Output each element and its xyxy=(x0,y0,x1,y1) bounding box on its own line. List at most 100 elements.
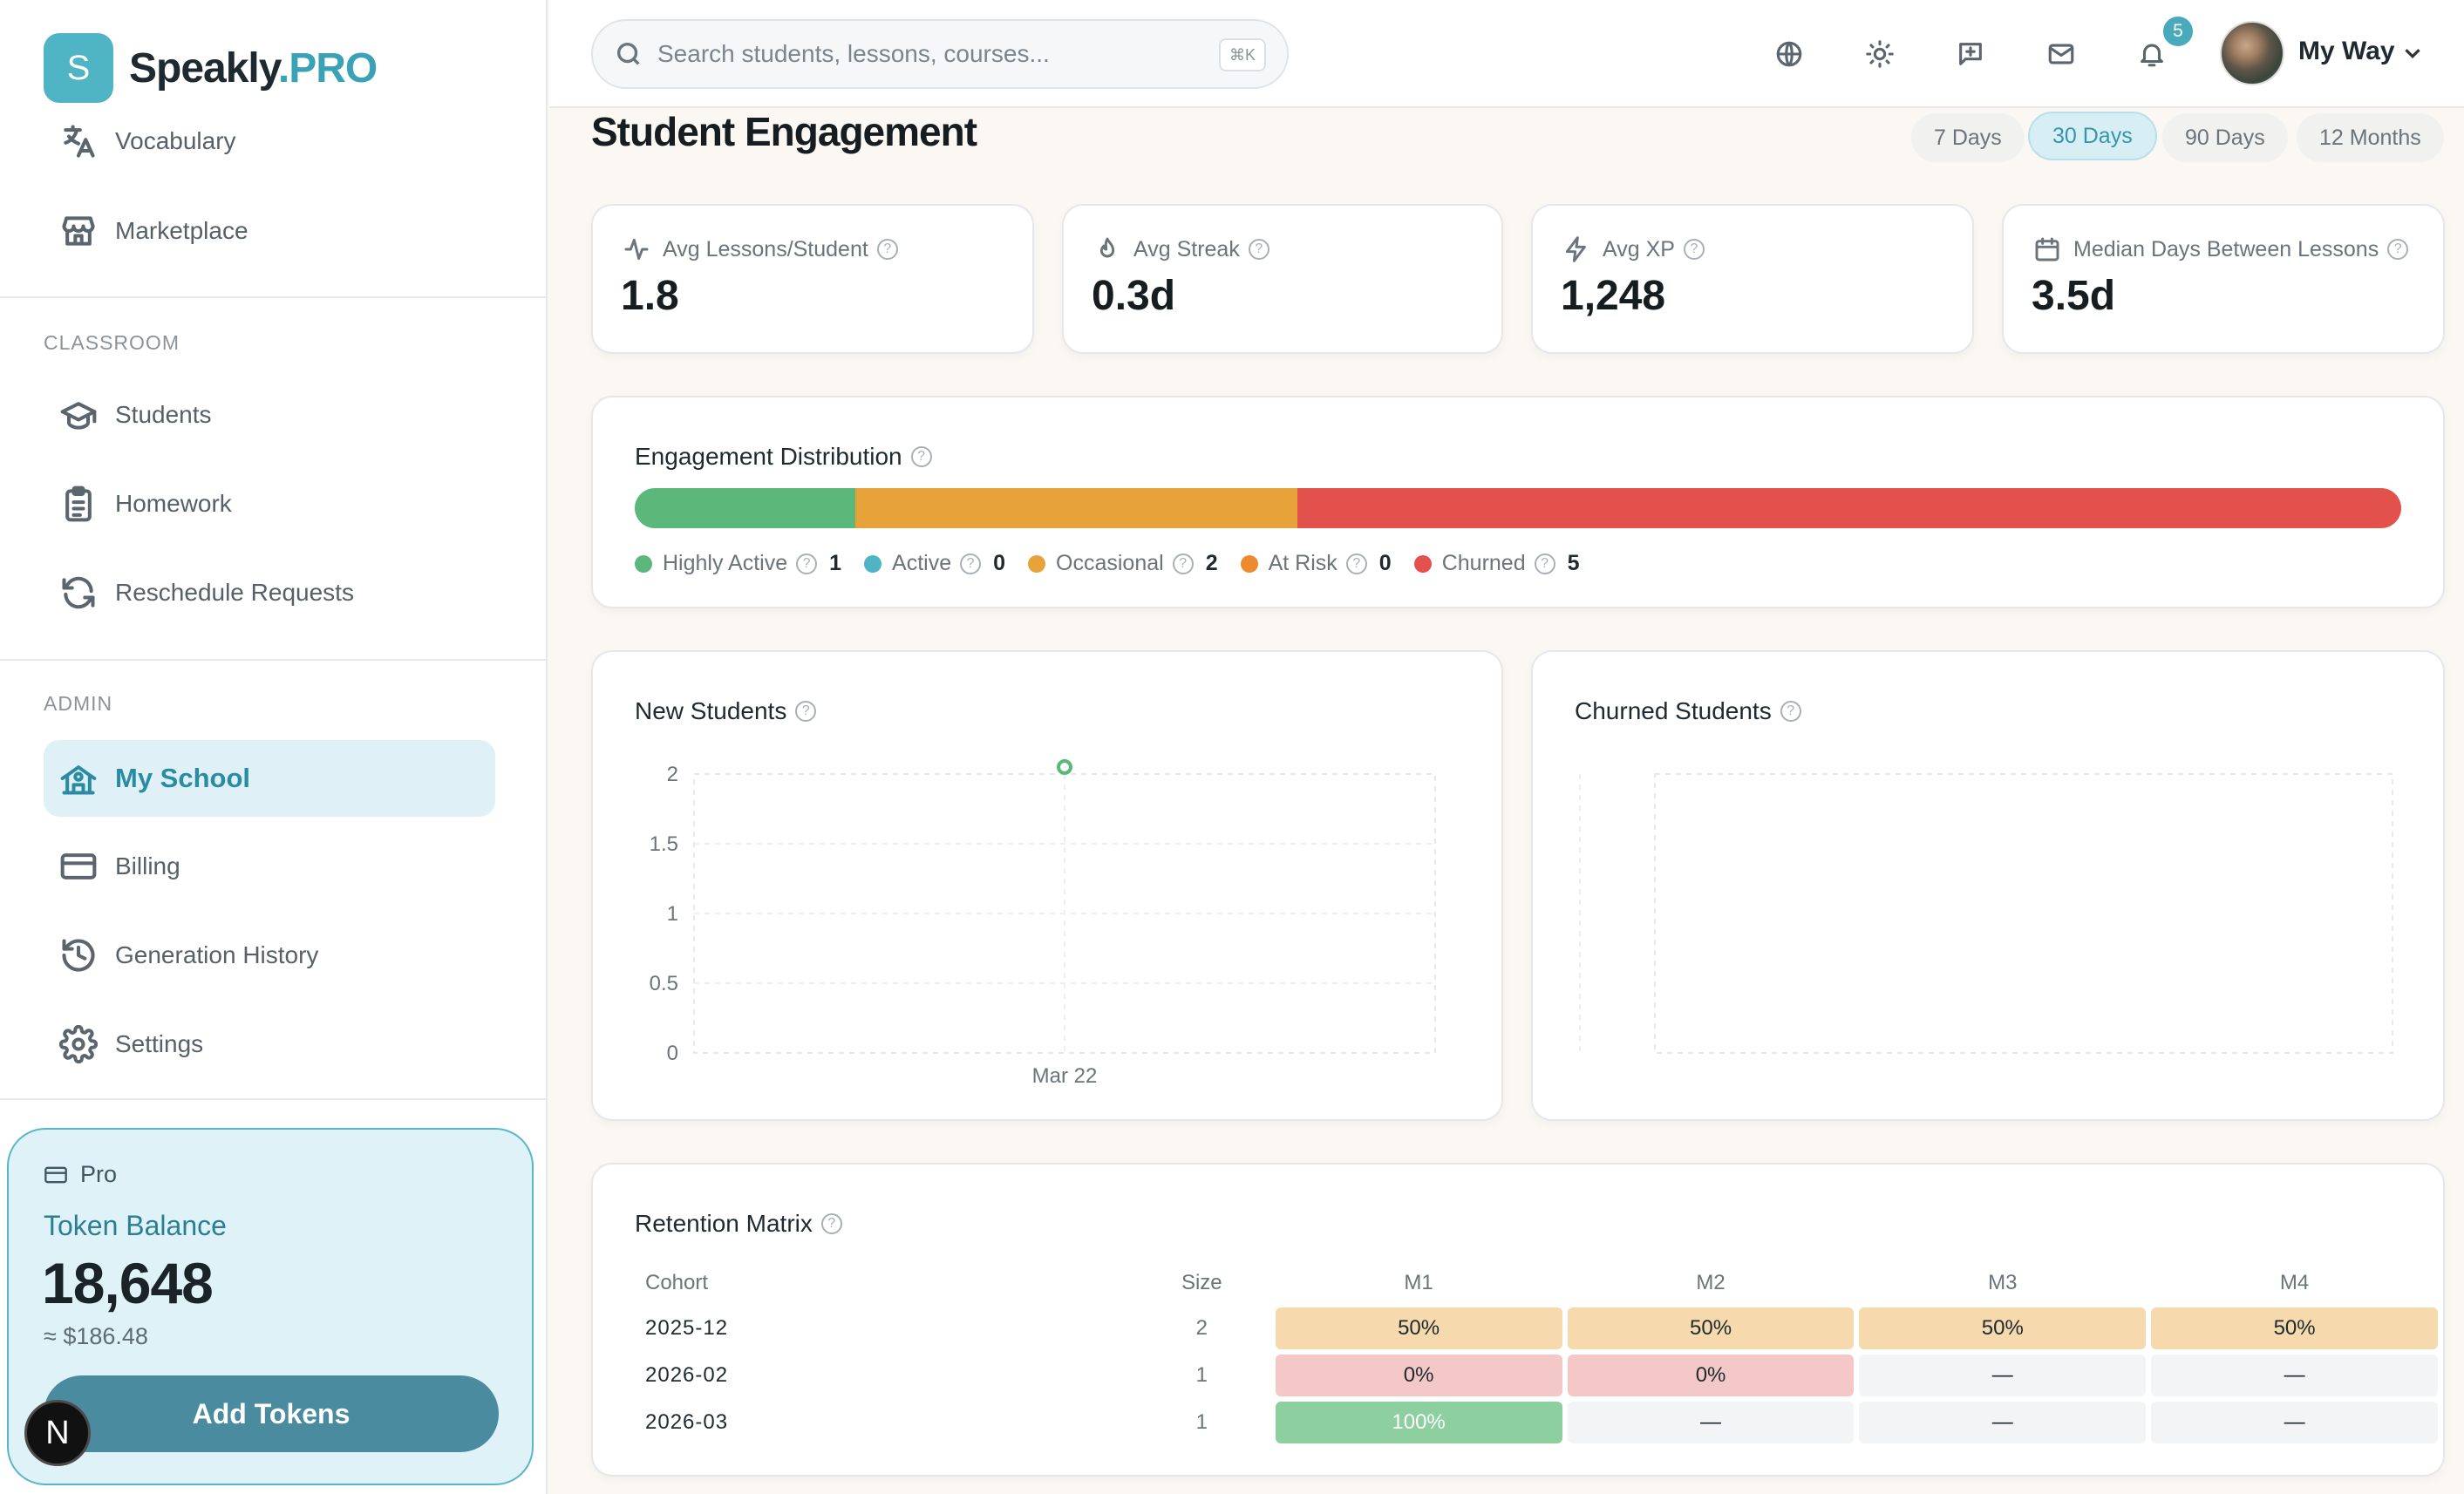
table-row: 2025-12 2 50% 50% 50% 50% xyxy=(636,1307,2438,1349)
card-title-text: Retention Matrix xyxy=(635,1210,813,1237)
mail-icon[interactable] xyxy=(2040,33,2082,75)
help-icon[interactable]: ? xyxy=(1534,553,1555,574)
stat-label-text: Avg Lessons/Student xyxy=(663,236,868,261)
column-header: M1 xyxy=(1404,1271,1433,1294)
retention-cell: 50% xyxy=(1567,1307,1855,1349)
help-icon[interactable]: ? xyxy=(820,1213,842,1234)
retention-cell: — xyxy=(1859,1355,2147,1396)
help-icon[interactable]: ? xyxy=(795,701,817,722)
stat-label-text: Avg XP xyxy=(1603,236,1675,261)
retention-cell: — xyxy=(1859,1402,2147,1443)
token-balance-usd: ≈ $186.48 xyxy=(44,1323,148,1349)
distribution-legend: Highly Active? 1 Active? 0 Occasional? 2 At Ri… xyxy=(635,551,1603,576)
stat-label-text: Median Days Between Lessons xyxy=(2073,236,2379,261)
column-header: M4 xyxy=(2279,1271,2310,1294)
help-icon[interactable]: ? xyxy=(1172,553,1194,574)
sidebar-item-label: Reschedule Requests xyxy=(115,579,354,606)
range-tab-7-days[interactable]: 7 Days xyxy=(1911,113,2025,162)
sidebar-item-label: Billing xyxy=(115,852,180,879)
cohort-cell: 2026-03 xyxy=(645,1410,729,1434)
range-tab-30-days[interactable]: 30 Days xyxy=(2028,112,2157,160)
card-title-text: Engagement Distribution xyxy=(635,443,902,470)
legend-item: At Risk? 0 xyxy=(1240,551,1392,576)
stat-value: 1.8 xyxy=(621,273,679,319)
legend-count: 5 xyxy=(1567,551,1580,575)
sidebar-divider xyxy=(0,1098,548,1100)
sidebar-item-settings[interactable]: Settings xyxy=(44,1006,495,1083)
add-tokens-button[interactable]: Add Tokens xyxy=(44,1375,499,1452)
card-title-text: New Students xyxy=(635,697,787,724)
stat-label: Avg XP? xyxy=(1562,235,1705,263)
legend-label: At Risk xyxy=(1268,551,1338,575)
sidebar-item-billing[interactable]: Billing xyxy=(44,828,495,905)
distribution-segment[interactable] xyxy=(1297,488,2401,528)
help-icon[interactable]: ? xyxy=(960,553,982,574)
range-tab-90-days[interactable]: 90 Days xyxy=(2162,113,2288,162)
stat-value: 3.5d xyxy=(2032,273,2116,319)
retention-cell: 50% xyxy=(1275,1307,1562,1349)
distribution-segment[interactable] xyxy=(855,488,1297,528)
stat-value: 1,248 xyxy=(1561,273,1666,319)
flame-icon xyxy=(1099,237,1115,258)
user-name[interactable]: My Way xyxy=(2298,37,2395,65)
sidebar-item-reschedule-requests[interactable]: Reschedule Requests xyxy=(44,554,495,631)
help-icon[interactable]: ? xyxy=(1345,553,1367,574)
plan-name: Pro xyxy=(80,1161,118,1187)
legend-count: 2 xyxy=(1205,551,1218,575)
stat-card-avg-streak: Avg Streak? 0.3d xyxy=(1062,204,1503,354)
help-icon[interactable]: ? xyxy=(1683,239,1705,260)
globe-icon[interactable] xyxy=(1768,33,1810,75)
search-icon xyxy=(616,42,640,65)
help-icon[interactable]: ? xyxy=(876,239,898,260)
message-plus-icon[interactable] xyxy=(1950,33,1991,75)
chevron-down-icon[interactable] xyxy=(2399,40,2426,66)
engagement-distribution-card: Engagement Distribution? Highly Active? 1… xyxy=(591,396,2445,608)
distribution-segment[interactable] xyxy=(635,488,856,528)
corner-badge[interactable]: N xyxy=(24,1400,91,1466)
search-input[interactable] xyxy=(657,40,1198,68)
sidebar-item-label: My School xyxy=(115,763,251,793)
help-icon[interactable]: ? xyxy=(1780,701,1801,722)
app-logo[interactable]: S Speakly.PRO xyxy=(44,33,378,103)
topbar: ⌘K xyxy=(549,0,2464,108)
help-icon[interactable]: ? xyxy=(910,446,932,467)
help-icon[interactable]: ? xyxy=(796,553,818,574)
search-box[interactable]: ⌘K xyxy=(591,19,1289,89)
legend-label: Churned xyxy=(1441,551,1526,575)
retention-cell: — xyxy=(2151,1402,2438,1443)
legend-dot xyxy=(635,554,652,573)
app-name-suffix: .PRO xyxy=(277,44,378,92)
legend-count: 1 xyxy=(829,551,842,575)
data-point xyxy=(1057,759,1072,775)
clipboard-list-icon xyxy=(58,483,99,525)
help-icon[interactable]: ? xyxy=(1248,239,1269,260)
avatar[interactable] xyxy=(2220,21,2284,85)
notification-count-badge: 5 xyxy=(2161,14,2195,49)
table-row: 2026-03 1 100% — — — xyxy=(636,1402,2438,1443)
bell-icon[interactable] xyxy=(2131,33,2173,75)
sidebar-item-label: Vocabulary xyxy=(115,127,236,154)
stat-label: Avg Lessons/Student? xyxy=(623,235,898,263)
sidebar-item-generation-history[interactable]: Generation History xyxy=(44,917,495,994)
help-icon[interactable]: ? xyxy=(2387,239,2409,260)
sidebar-item-marketplace[interactable]: Marketplace xyxy=(44,193,495,269)
new-students-card: New Students? 0 0.5 1 1.5 2 Mar 22 xyxy=(591,650,1503,1121)
y-tick-label: 2 xyxy=(667,763,678,786)
token-balance-value: 18,648 xyxy=(42,1251,214,1315)
retention-table: Cohort Size M1 M2 M3 M4 2025-12 2 50% 50% 50% 50% 20… xyxy=(631,1259,2443,1449)
sidebar-item-vocabulary[interactable]: Vocabulary xyxy=(44,103,495,180)
y-tick-label: 0.5 xyxy=(650,972,678,995)
sidebar-item-homework[interactable]: Homework xyxy=(44,465,495,542)
size-cell: 1 xyxy=(1195,1410,1208,1434)
sidebar-item-my-school[interactable]: My School xyxy=(44,740,495,817)
sidebar-item-students[interactable]: Students xyxy=(44,377,495,453)
table-row: 2026-02 1 0% 0% — — xyxy=(636,1355,2438,1396)
range-tab-12-months[interactable]: 12 Months xyxy=(2297,113,2444,162)
logo-mark: S xyxy=(44,33,113,103)
table-header-row: Cohort Size M1 M2 M3 M4 xyxy=(636,1264,2438,1302)
sun-icon[interactable] xyxy=(1859,33,1901,75)
card-title-text: Churned Students xyxy=(1575,697,1772,724)
legend-dot xyxy=(1028,554,1046,573)
stat-card-median-days: Median Days Between Lessons? 3.5d xyxy=(2002,204,2445,354)
sidebar-item-label: Marketplace xyxy=(115,217,248,244)
